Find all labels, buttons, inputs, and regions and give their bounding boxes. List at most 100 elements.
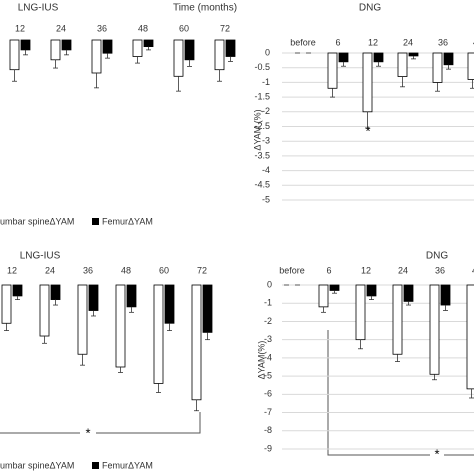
y-tick-label: -5 xyxy=(262,194,270,204)
bar xyxy=(467,52,474,80)
annotation: * xyxy=(434,446,439,461)
bar xyxy=(392,284,403,355)
bar xyxy=(408,52,419,57)
y-axis-title: ΔYAM(%) xyxy=(256,341,266,380)
bar xyxy=(143,39,154,47)
x-tick-label: before xyxy=(290,37,316,47)
bar xyxy=(191,284,202,401)
bar xyxy=(12,284,23,297)
x-axis-title: Time (months) xyxy=(173,3,237,14)
y-tick-label: -2 xyxy=(264,316,272,326)
bar xyxy=(20,39,31,51)
bar xyxy=(366,284,377,297)
bar xyxy=(1,284,12,324)
bar xyxy=(355,284,366,341)
bar xyxy=(126,284,137,308)
y-tick-label: -1 xyxy=(264,298,272,308)
legend-label: FemurΔYAM xyxy=(102,216,153,226)
x-tick-label: 72 xyxy=(220,23,230,33)
bar xyxy=(164,284,175,324)
x-tick-label: 6 xyxy=(335,37,340,47)
y-tick-label: -4.5 xyxy=(254,180,270,190)
bar xyxy=(429,284,440,375)
x-tick-label: 36 xyxy=(438,37,448,47)
bar xyxy=(403,284,414,302)
bar xyxy=(338,52,349,63)
bar xyxy=(184,39,195,61)
x-tick-label: 12 xyxy=(368,37,378,47)
x-tick-label: 48 xyxy=(473,37,474,47)
legend-swatch xyxy=(92,462,99,469)
bar xyxy=(91,39,102,74)
x-tick-label: 36 xyxy=(97,23,107,33)
y-tick-label: -4 xyxy=(264,352,272,362)
chart-title: DNG xyxy=(426,251,448,262)
y-tick-label: -3 xyxy=(264,334,272,344)
bar xyxy=(318,284,329,308)
x-tick-label: 36 xyxy=(83,265,93,275)
bar xyxy=(225,39,236,57)
bar xyxy=(432,52,443,83)
bar xyxy=(362,52,373,113)
y-axis-title: ΔYAM (%) xyxy=(252,109,262,150)
bar xyxy=(173,39,184,77)
y-tick-label: -6 xyxy=(264,389,272,399)
y-tick-label: -8 xyxy=(264,425,272,435)
x-tick-label: 48 xyxy=(138,23,148,33)
bar xyxy=(50,284,61,300)
bar xyxy=(77,284,88,355)
x-tick-label: 36 xyxy=(435,265,445,275)
x-tick-label: 72 xyxy=(197,265,207,275)
x-tick-label: 24 xyxy=(56,23,66,33)
y-tick-label: -7 xyxy=(264,407,272,417)
bar xyxy=(397,52,408,77)
legend-label: FemurΔYAM xyxy=(102,460,153,470)
x-tick-label: 24 xyxy=(403,37,413,47)
y-tick-label: -9 xyxy=(264,443,272,453)
x-tick-label: 60 xyxy=(179,23,189,33)
chart-title: DNG xyxy=(359,3,381,14)
bar xyxy=(61,39,72,51)
bar xyxy=(50,39,61,61)
x-tick-label: 6 xyxy=(326,265,331,275)
bar xyxy=(327,52,338,89)
brackets xyxy=(0,330,474,456)
bar xyxy=(202,284,213,333)
bar xyxy=(102,39,113,54)
x-tick-label: 48 xyxy=(472,265,474,275)
bar xyxy=(132,39,143,57)
x-tick-label: before xyxy=(279,265,305,275)
annotation: * xyxy=(85,425,90,440)
y-tick-label: -3.5 xyxy=(254,150,270,160)
y-tick-label: -5 xyxy=(264,370,272,380)
y-tick-label: -3 xyxy=(262,136,270,146)
chart-title: LNG-IUS xyxy=(20,251,61,262)
annotation: * xyxy=(365,123,370,138)
x-tick-label: 12 xyxy=(15,23,25,33)
bar xyxy=(466,284,474,390)
y-tick-label: -2 xyxy=(262,106,270,116)
bar xyxy=(153,284,164,384)
legend-label: umbar spineΔYAM xyxy=(0,216,74,226)
y-tick-label: -2.5 xyxy=(254,121,270,131)
bar xyxy=(443,52,454,66)
y-tick-label: -4 xyxy=(262,165,270,175)
bar xyxy=(373,52,384,63)
x-tick-label: 24 xyxy=(45,265,55,275)
bar xyxy=(9,39,20,71)
bar xyxy=(115,284,126,368)
bar xyxy=(214,39,225,71)
legend-label: umbar spineΔYAM xyxy=(0,460,74,470)
y-tick-label: -1.5 xyxy=(254,91,270,101)
bar xyxy=(329,284,340,291)
bar xyxy=(440,284,451,306)
x-tick-label: 48 xyxy=(121,265,131,275)
x-tick-label: 12 xyxy=(7,265,17,275)
x-tick-label: 24 xyxy=(398,265,408,275)
x-tick-label: 60 xyxy=(159,265,169,275)
bracket xyxy=(327,330,430,456)
y-tick-label: 0 xyxy=(265,47,270,57)
y-tick-label: -0.5 xyxy=(254,62,270,72)
y-tick-label: 0 xyxy=(267,279,272,289)
